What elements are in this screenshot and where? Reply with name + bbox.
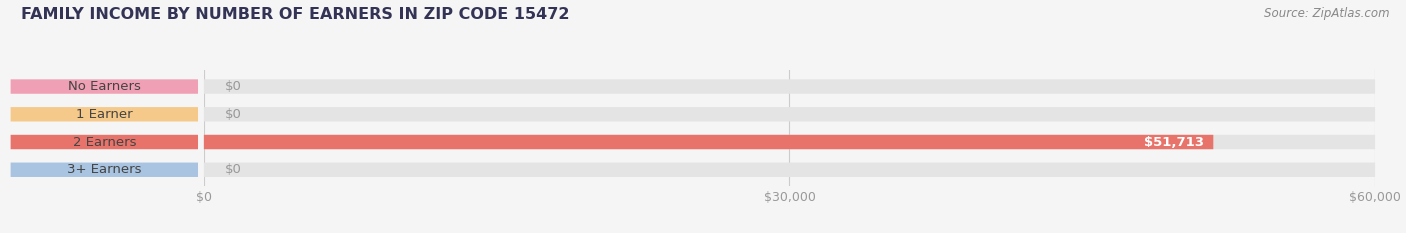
Text: No Earners: No Earners bbox=[67, 80, 141, 93]
FancyBboxPatch shape bbox=[11, 135, 198, 149]
FancyBboxPatch shape bbox=[204, 135, 1213, 149]
FancyBboxPatch shape bbox=[204, 163, 1375, 177]
Text: $0: $0 bbox=[225, 80, 242, 93]
Text: $0: $0 bbox=[225, 108, 242, 121]
FancyBboxPatch shape bbox=[11, 79, 198, 94]
FancyBboxPatch shape bbox=[11, 163, 198, 177]
Text: 3+ Earners: 3+ Earners bbox=[67, 163, 142, 176]
Text: FAMILY INCOME BY NUMBER OF EARNERS IN ZIP CODE 15472: FAMILY INCOME BY NUMBER OF EARNERS IN ZI… bbox=[21, 7, 569, 22]
FancyBboxPatch shape bbox=[204, 107, 1375, 121]
FancyBboxPatch shape bbox=[204, 79, 1375, 94]
Text: 2 Earners: 2 Earners bbox=[73, 136, 136, 148]
Text: $0: $0 bbox=[225, 163, 242, 176]
FancyBboxPatch shape bbox=[11, 107, 198, 121]
FancyBboxPatch shape bbox=[204, 135, 1375, 149]
Text: 1 Earner: 1 Earner bbox=[76, 108, 132, 121]
Text: Source: ZipAtlas.com: Source: ZipAtlas.com bbox=[1264, 7, 1389, 20]
Text: $51,713: $51,713 bbox=[1144, 136, 1204, 148]
